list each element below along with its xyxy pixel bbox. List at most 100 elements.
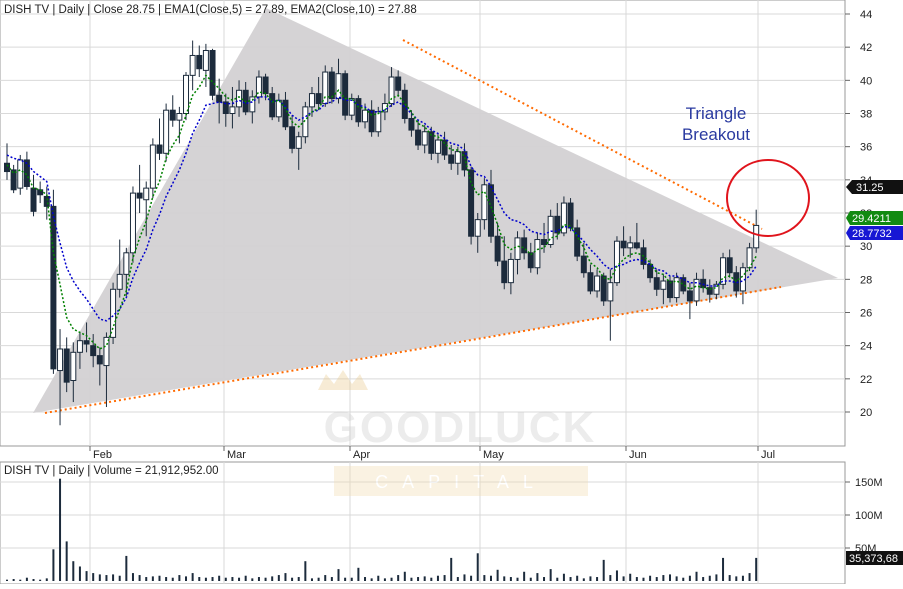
volume-bar	[456, 577, 459, 581]
volume-bar	[543, 577, 546, 581]
candle-body	[541, 239, 548, 246]
volume-bar	[138, 575, 141, 581]
candle-body	[143, 187, 150, 201]
volume-bar	[715, 574, 718, 581]
volume-bar	[284, 573, 287, 581]
volume-bar	[105, 575, 108, 581]
candle-body	[613, 240, 620, 284]
volume-bar	[370, 578, 373, 581]
candle-body	[600, 275, 607, 302]
volume-bar	[503, 576, 506, 581]
volume-bar	[741, 575, 744, 581]
volume-bar	[224, 577, 227, 581]
watermark-sub: CAPITAL	[375, 472, 547, 492]
volume-bar	[417, 577, 420, 581]
volume-bar	[410, 577, 413, 581]
ema1-line	[6, 74, 757, 350]
price-tick-label: 40	[860, 75, 872, 87]
candle-body	[163, 109, 170, 154]
volume-panel-header: DISH TV | Daily | Volume = 21,912,952.00	[4, 465, 218, 477]
month-label: Apr	[353, 449, 370, 461]
candle-body	[136, 192, 143, 199]
candle-body	[368, 109, 375, 133]
price-tick-label: 20	[860, 407, 872, 419]
candle-body	[567, 202, 574, 229]
volume-bar	[151, 576, 154, 581]
volume-bar	[436, 575, 439, 581]
volume-bar	[662, 575, 665, 581]
volume-bar	[198, 577, 201, 581]
volume-bar	[602, 559, 605, 581]
candle-body	[680, 277, 687, 292]
volume-bar	[118, 575, 121, 581]
watermark-main: GOODLUCK	[324, 403, 597, 452]
candle-body	[183, 74, 190, 115]
candle-body	[660, 280, 667, 290]
candle-body	[209, 49, 216, 96]
candle-body	[554, 215, 561, 234]
candle-body	[70, 351, 77, 381]
ema2-value-label: 28.7732	[846, 226, 903, 240]
candle-body	[421, 131, 428, 146]
candle-body	[686, 290, 693, 302]
volume-bar	[748, 573, 751, 581]
candle-body	[90, 345, 97, 357]
candle-body	[269, 93, 276, 118]
candle-body	[720, 257, 727, 285]
price-tick-label: 22	[860, 374, 872, 386]
candle-body	[507, 258, 514, 284]
candle-body	[17, 159, 24, 189]
ema1-value-text: 29.4211	[852, 213, 891, 225]
ema2-value-text: 28.7732	[852, 228, 892, 240]
candle-body	[461, 151, 468, 171]
volume-value-text: 35,373,68	[849, 553, 898, 565]
volume-tick-label: 100M	[855, 510, 883, 522]
price-tick-label: 42	[860, 42, 872, 54]
volume-bar	[708, 575, 711, 581]
volume-bar	[357, 567, 360, 581]
volume-bar	[45, 578, 48, 581]
volume-bar	[131, 573, 134, 581]
volume-bar	[589, 576, 592, 581]
volume-bar	[297, 577, 300, 581]
volume-bar	[523, 571, 526, 581]
candle-body	[607, 282, 614, 302]
volume-bar	[251, 578, 254, 581]
candle-body	[4, 162, 10, 173]
volume-bar	[430, 577, 433, 581]
volume-bar	[569, 577, 572, 581]
candle-body	[388, 76, 395, 105]
candle-body	[123, 252, 130, 275]
candle-body	[63, 348, 70, 383]
volume-grid	[0, 462, 845, 584]
volume-bar	[675, 576, 678, 581]
candle-body	[693, 278, 700, 302]
volume-bar	[622, 576, 625, 581]
volume-bar	[655, 577, 658, 581]
candle-body	[315, 93, 322, 105]
candle-body	[83, 340, 90, 345]
volume-bar	[12, 579, 15, 581]
candle-body	[348, 98, 355, 116]
volume-bar	[171, 577, 174, 581]
volume-bar	[443, 575, 446, 581]
candle-body	[534, 239, 541, 269]
price-tick-label: 26	[860, 308, 872, 320]
volume-bar	[178, 575, 181, 581]
candle-body	[249, 96, 256, 113]
candle-body	[282, 99, 289, 128]
volume-bar	[615, 570, 618, 581]
candle-body	[395, 76, 402, 91]
candle-body	[408, 117, 415, 131]
volume-bar	[496, 569, 499, 581]
volume-bar	[231, 577, 234, 581]
candle-body	[673, 277, 680, 299]
candle-body	[706, 287, 713, 295]
price-tick-label: 28	[860, 274, 872, 286]
volume-bar	[470, 575, 473, 581]
ema1-value-label: 29.4211	[846, 211, 903, 225]
candle-body	[560, 202, 567, 234]
candle-body	[474, 219, 481, 237]
volume-bar	[596, 577, 599, 581]
